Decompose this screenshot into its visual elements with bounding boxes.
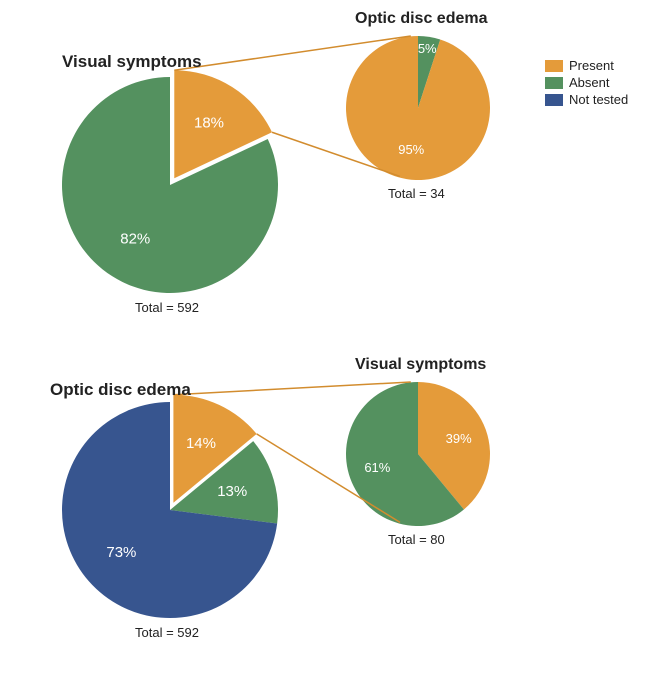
legend-label: Not tested	[569, 92, 628, 107]
legend-item: Present	[545, 58, 628, 73]
slice-label: 5%	[418, 41, 437, 56]
connector-line	[173, 382, 410, 395]
total-optic-disc-edema-large: Total = 592	[135, 625, 199, 640]
legend-item: Absent	[545, 75, 628, 90]
slice-label: 61%	[364, 460, 390, 475]
legend-label: Absent	[569, 75, 609, 90]
legend: Present Absent Not tested	[545, 58, 628, 109]
slice-label: 39%	[446, 431, 472, 446]
title-optic-disc-edema-small: Optic disc edema	[355, 10, 488, 28]
legend-label: Present	[569, 58, 614, 73]
slice-label: 73%	[106, 544, 136, 561]
legend-swatch	[545, 94, 563, 106]
slice-label: 95%	[398, 142, 424, 157]
total-visual-symptoms-large: Total = 592	[135, 300, 199, 315]
total-visual-symptoms-small: Total = 80	[388, 532, 445, 547]
legend-swatch	[545, 60, 563, 72]
legend-item: Not tested	[545, 92, 628, 107]
title-visual-symptoms-small: Visual symptoms	[355, 356, 486, 374]
title-optic-disc-edema-large: Optic disc edema	[50, 380, 191, 400]
slice-label: 18%	[194, 115, 224, 132]
slice-label: 13%	[217, 483, 247, 500]
title-visual-symptoms-large: Visual symptoms	[62, 52, 202, 72]
slice-label: 14%	[186, 435, 216, 452]
legend-swatch	[545, 77, 563, 89]
total-optic-disc-edema-small: Total = 34	[388, 186, 445, 201]
slice-label: 82%	[120, 231, 150, 248]
